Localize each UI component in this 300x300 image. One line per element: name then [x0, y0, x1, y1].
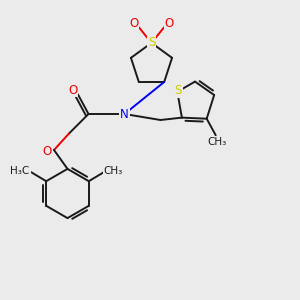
Text: O: O [68, 83, 77, 97]
Text: O: O [43, 145, 52, 158]
Text: S: S [174, 84, 182, 97]
Text: S: S [148, 36, 155, 50]
Text: N: N [120, 107, 129, 121]
Text: O: O [129, 17, 138, 30]
Text: O: O [165, 17, 174, 30]
Text: CH₃: CH₃ [104, 166, 123, 176]
Text: CH₃: CH₃ [208, 137, 227, 147]
Text: H₃C: H₃C [11, 166, 30, 176]
